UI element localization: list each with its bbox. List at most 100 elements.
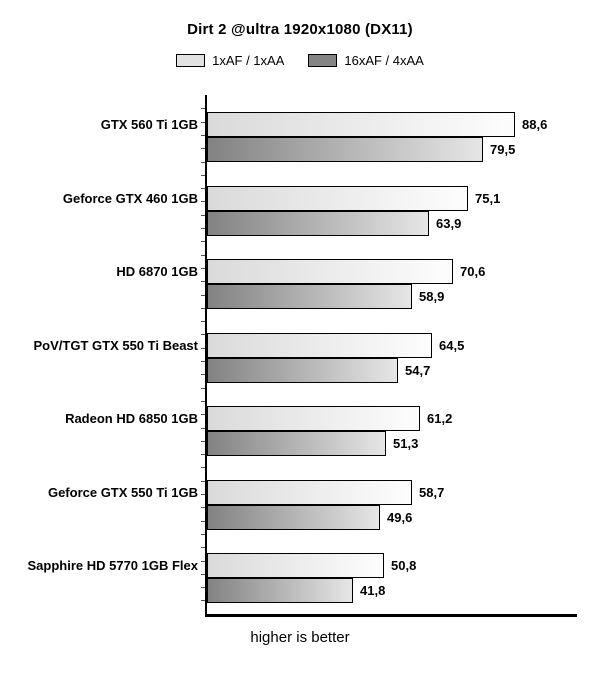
category-label: GTX 560 Ti 1GB (100, 117, 198, 132)
axis-tick (201, 122, 205, 123)
axis-tick (201, 348, 205, 349)
bar-1xaf-1xaa (207, 112, 515, 137)
bar-1xaf-1xaa (207, 553, 384, 578)
bar-16xaf-4xaa (207, 505, 380, 530)
value-label: 63,9 (436, 216, 462, 231)
plot-area: GTX 560 Ti 1GB 88,6 79,5 Geforce GTX 460 1G… (27, 95, 577, 617)
bar-row-light: 88,6 (207, 112, 577, 137)
bar-16xaf-4xaa (207, 137, 483, 162)
bar-row-light: 70,6 (207, 259, 577, 284)
axis-tick (201, 215, 205, 216)
bar-1xaf-1xaa (207, 333, 432, 358)
bar-group: HD 6870 1GB 70,6 58,9 (116, 259, 577, 309)
bar-row-light: 61,2 (207, 406, 577, 431)
value-label: 64,5 (439, 338, 465, 353)
axis-tick (201, 175, 205, 176)
bar-row-dark: 51,3 (207, 431, 577, 456)
axis-tick (201, 308, 205, 309)
bar-row-dark: 54,7 (207, 358, 577, 383)
axis-tick (201, 201, 205, 202)
bar-group: Geforce GTX 550 Ti 1GB 58,7 49,6 (48, 480, 577, 530)
axis-tick (201, 481, 205, 482)
value-label: 49,6 (387, 510, 413, 525)
legend-label: 1xAF / 1xAA (212, 53, 285, 68)
category-label: Geforce GTX 460 1GB (62, 191, 198, 206)
legend-item-dark: 16xAF / 4xAA (308, 53, 424, 68)
axis-tick (201, 374, 205, 375)
axis-tick (201, 534, 205, 535)
category-label: PoV/TGT GTX 550 Ti Beast (33, 338, 198, 353)
axis-tick (201, 268, 205, 269)
value-label: 70,6 (460, 264, 486, 279)
bar-1xaf-1xaa (207, 406, 420, 431)
axis-tick (201, 281, 205, 282)
axis-tick (201, 388, 205, 389)
axis-tick (201, 228, 205, 229)
axis-tick (201, 494, 205, 495)
bar-1xaf-1xaa (207, 186, 468, 211)
axis-tick (201, 574, 205, 575)
axis-tick (201, 401, 205, 402)
bar-16xaf-4xaa (207, 431, 386, 456)
axis-tick (201, 188, 205, 189)
axis-tick (201, 361, 205, 362)
bar-1xaf-1xaa (207, 480, 412, 505)
axis-tick (201, 148, 205, 149)
value-label: 58,9 (419, 289, 445, 304)
axis-tick (201, 547, 205, 548)
footer-note: higher is better (250, 629, 350, 646)
bar-16xaf-4xaa (207, 284, 412, 309)
category-label: Geforce GTX 550 Ti 1GB (47, 485, 198, 500)
bar-row-dark: 79,5 (207, 137, 577, 162)
axis-tick (201, 600, 205, 601)
value-label: 54,7 (405, 363, 431, 378)
axis-tick (201, 441, 205, 442)
bar-row-light: 75,1 (207, 186, 577, 211)
value-label: 51,3 (393, 436, 419, 451)
legend-swatch-icon (308, 54, 338, 67)
axis-tick (201, 454, 205, 455)
value-label: 88,6 (522, 117, 548, 132)
bar-group: PoV/TGT GTX 550 Ti Beast 64,5 54,7 (34, 333, 577, 383)
bar-group: Radeon HD 6850 1GB 61,2 51,3 (65, 406, 577, 456)
bar-row-dark: 41,8 (207, 578, 577, 603)
axis-tick (201, 428, 205, 429)
axis-tick (201, 414, 205, 415)
value-label: 41,8 (360, 583, 386, 598)
bar-16xaf-4xaa (207, 578, 353, 603)
value-label: 50,8 (391, 558, 417, 573)
axis-tick (201, 135, 205, 136)
bar-16xaf-4xaa (207, 211, 429, 236)
bar-group: Geforce GTX 460 1GB 75,1 63,9 (63, 186, 577, 236)
value-label: 79,5 (490, 142, 516, 157)
axis-tick (201, 255, 205, 256)
value-label: 61,2 (427, 411, 453, 426)
value-label: 75,1 (475, 191, 501, 206)
bar-group: GTX 560 Ti 1GB 88,6 79,5 (101, 112, 577, 162)
bar-row-dark: 63,9 (207, 211, 577, 236)
bar-16xaf-4xaa (207, 358, 398, 383)
category-label: Radeon HD 6850 1GB (65, 411, 198, 426)
bar-row-dark: 49,6 (207, 505, 577, 530)
axis-tick (201, 521, 205, 522)
axis-tick (201, 321, 205, 322)
category-label: HD 6870 1GB (116, 264, 198, 279)
bar-1xaf-1xaa (207, 259, 453, 284)
axis-tick (201, 587, 205, 588)
bar-group: Sapphire HD 5770 1GB Flex 50,8 41,8 (27, 553, 577, 603)
legend-label: 16xAF / 4xAA (344, 53, 424, 68)
bar-row-light: 58,7 (207, 480, 577, 505)
chart-title: Dirt 2 @ultra 1920x1080 (DX11) (187, 21, 413, 38)
bar-row-light: 50,8 (207, 553, 577, 578)
legend: 1xAF / 1xAA 16xAF / 4xAA (0, 53, 600, 68)
axis-tick (201, 108, 205, 109)
category-label: Sapphire HD 5770 1GB Flex (27, 558, 198, 573)
axis-tick (201, 162, 205, 163)
axis-tick (201, 334, 205, 335)
axis-tick (201, 241, 205, 242)
axis-tick (201, 507, 205, 508)
axis-tick (201, 295, 205, 296)
axis-tick (201, 561, 205, 562)
bar-row-dark: 58,9 (207, 284, 577, 309)
